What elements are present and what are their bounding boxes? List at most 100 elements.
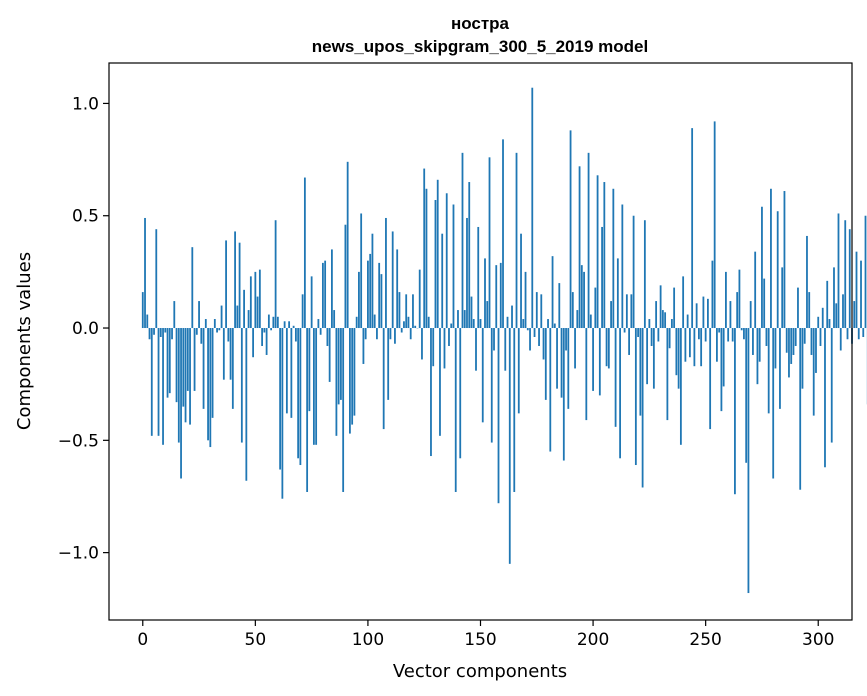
bar-103 bbox=[373, 314, 376, 329]
bar-142 bbox=[461, 152, 464, 329]
bar-95 bbox=[355, 316, 358, 329]
bar-93 bbox=[351, 328, 354, 425]
bar-28 bbox=[204, 319, 207, 329]
bar-316 bbox=[853, 301, 856, 329]
bar-216 bbox=[628, 328, 630, 355]
bar-212 bbox=[619, 328, 621, 459]
bar-60 bbox=[276, 316, 279, 329]
bar-240 bbox=[682, 276, 685, 329]
bar-78 bbox=[317, 319, 320, 329]
bar-261 bbox=[729, 301, 732, 329]
bar-300 bbox=[817, 316, 820, 329]
bar-41 bbox=[234, 231, 236, 329]
bar-201 bbox=[594, 287, 597, 329]
bar-89 bbox=[342, 328, 345, 492]
bar-25 bbox=[198, 301, 200, 329]
bar-196 bbox=[583, 271, 585, 329]
bar-244 bbox=[691, 128, 694, 329]
bar-30 bbox=[209, 328, 212, 448]
bar-4 bbox=[150, 328, 153, 436]
bar-275 bbox=[761, 206, 763, 329]
bar-289 bbox=[792, 328, 795, 355]
bar-285 bbox=[783, 191, 786, 329]
bar-73 bbox=[306, 328, 309, 492]
bar-260 bbox=[727, 328, 730, 342]
bar-23 bbox=[193, 328, 196, 391]
x-tick-label: 200 bbox=[577, 630, 609, 650]
x-tick-label: 50 bbox=[245, 630, 267, 650]
bar-235 bbox=[670, 319, 673, 329]
bar-194 bbox=[578, 166, 581, 329]
bar-83 bbox=[328, 328, 331, 382]
bar-170 bbox=[524, 271, 527, 329]
x-tick-label: 300 bbox=[802, 630, 834, 650]
bar-220 bbox=[637, 328, 640, 337]
bar-11 bbox=[166, 328, 169, 398]
bar-21 bbox=[189, 328, 191, 425]
bar-70 bbox=[299, 328, 302, 466]
chart-title-line2: news_upos_skipgram_300_5_2019 model bbox=[312, 37, 648, 56]
bar-33 bbox=[216, 328, 218, 333]
bar-266 bbox=[740, 328, 743, 331]
bar-227 bbox=[652, 328, 655, 389]
bar-248 bbox=[700, 328, 703, 367]
bar-218 bbox=[632, 215, 635, 329]
bar-239 bbox=[679, 328, 682, 445]
bar-14 bbox=[173, 301, 176, 329]
bar-231 bbox=[661, 310, 664, 329]
bar-108 bbox=[385, 217, 387, 329]
y-tick-label: −0.5 bbox=[58, 431, 99, 451]
bar-221 bbox=[639, 328, 642, 416]
bar-84 bbox=[331, 249, 333, 329]
bar-171 bbox=[526, 328, 529, 331]
bar-237 bbox=[675, 328, 678, 376]
bar-54 bbox=[263, 328, 266, 333]
bar-154 bbox=[488, 157, 491, 329]
bar-68 bbox=[294, 328, 297, 342]
bar-283 bbox=[779, 328, 781, 409]
bar-299 bbox=[815, 328, 817, 373]
bar-76 bbox=[312, 328, 315, 445]
bar-155 bbox=[490, 328, 493, 443]
bar-51 bbox=[256, 296, 259, 329]
bar-44 bbox=[240, 328, 243, 443]
bar-5 bbox=[153, 328, 155, 335]
bar-61 bbox=[279, 328, 282, 470]
bar-162 bbox=[506, 316, 509, 329]
bar-116 bbox=[403, 321, 405, 329]
bar-233 bbox=[666, 328, 669, 421]
bar-125 bbox=[423, 168, 426, 329]
bar-67 bbox=[292, 325, 295, 329]
bar-250 bbox=[704, 328, 707, 342]
bar-265 bbox=[738, 269, 741, 329]
bar-232 bbox=[664, 312, 667, 329]
bar-305 bbox=[828, 319, 831, 329]
bar-295 bbox=[806, 235, 808, 329]
bar-242 bbox=[686, 314, 689, 329]
bar-202 bbox=[596, 175, 599, 329]
bar-13 bbox=[171, 328, 173, 340]
bar-34 bbox=[218, 328, 221, 331]
bar-74 bbox=[308, 328, 311, 412]
bar-258 bbox=[722, 328, 725, 387]
x-tick-label: 0 bbox=[137, 630, 148, 650]
bar-90 bbox=[344, 224, 347, 329]
bar-50 bbox=[254, 271, 257, 329]
bar-251 bbox=[707, 298, 709, 329]
bar-312 bbox=[844, 220, 847, 329]
bar-189 bbox=[567, 328, 570, 409]
bar-199 bbox=[589, 314, 592, 329]
bar-208 bbox=[610, 301, 612, 329]
bar-138 bbox=[452, 204, 455, 329]
bar-16 bbox=[177, 328, 180, 443]
bar-37 bbox=[225, 240, 227, 329]
bar-53 bbox=[261, 328, 263, 346]
bar-186 bbox=[560, 328, 563, 398]
bar-1 bbox=[144, 217, 146, 329]
bar-209 bbox=[612, 188, 615, 329]
x-axis: 0 50 100 150 200 250 300 bbox=[137, 620, 834, 650]
bar-7 bbox=[157, 328, 160, 436]
bar-81 bbox=[324, 260, 327, 329]
x-tick-label: 100 bbox=[352, 630, 384, 650]
bar-133 bbox=[441, 233, 444, 329]
